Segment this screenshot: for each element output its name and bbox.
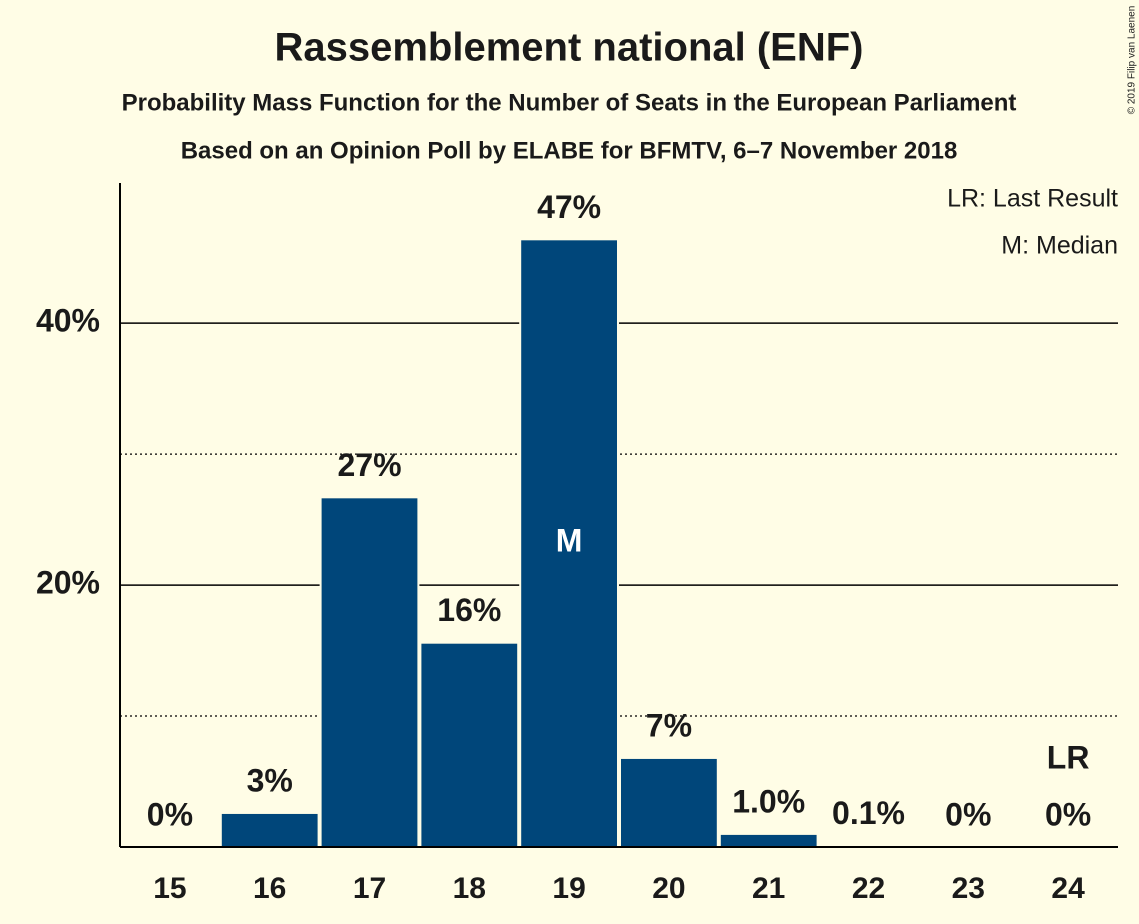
legend-entry: LR: Last Result	[947, 185, 1118, 213]
value-label: 27%	[337, 447, 401, 483]
subtitle: Probability Mass Function for the Number…	[122, 89, 1017, 116]
subtitle: Based on an Opinion Poll by ELABE for BF…	[181, 137, 958, 164]
x-tick-label: 20	[652, 872, 685, 905]
bar	[619, 756, 719, 849]
x-tick-label: 18	[453, 872, 486, 905]
x-tick-label: 22	[852, 872, 885, 905]
bar	[519, 238, 620, 849]
value-label: 3%	[247, 762, 293, 798]
bar	[319, 496, 420, 848]
value-label: 7%	[646, 707, 692, 743]
value-label: 0%	[945, 796, 991, 832]
x-tick-label: 16	[253, 872, 286, 905]
y-tick-label: 40%	[36, 303, 100, 339]
bar	[219, 811, 320, 849]
median-marker: M	[556, 523, 583, 559]
x-tick-label: 19	[552, 872, 585, 905]
value-label: 0%	[147, 796, 193, 832]
x-tick-label: 24	[1051, 872, 1085, 905]
value-label: 0.1%	[832, 795, 905, 831]
x-tick-label: 23	[952, 872, 985, 905]
x-tick-label: 15	[153, 872, 186, 905]
value-label: 16%	[437, 592, 501, 628]
value-label: 47%	[537, 189, 601, 225]
value-label: 0%	[1045, 796, 1091, 832]
bar	[419, 641, 520, 849]
bar	[718, 832, 819, 849]
x-tick-label: 17	[353, 872, 386, 905]
last-result-marker: LR	[1047, 739, 1090, 775]
x-tick-label: 21	[752, 872, 785, 905]
copyright: © 2019 Filip van Laenen	[1127, 6, 1138, 115]
y-tick-label: 20%	[36, 565, 100, 601]
chart-title: Rassemblement national (ENF)	[274, 26, 863, 70]
value-label: 1.0%	[732, 783, 805, 819]
legend-entry: M: Median	[1001, 232, 1118, 260]
